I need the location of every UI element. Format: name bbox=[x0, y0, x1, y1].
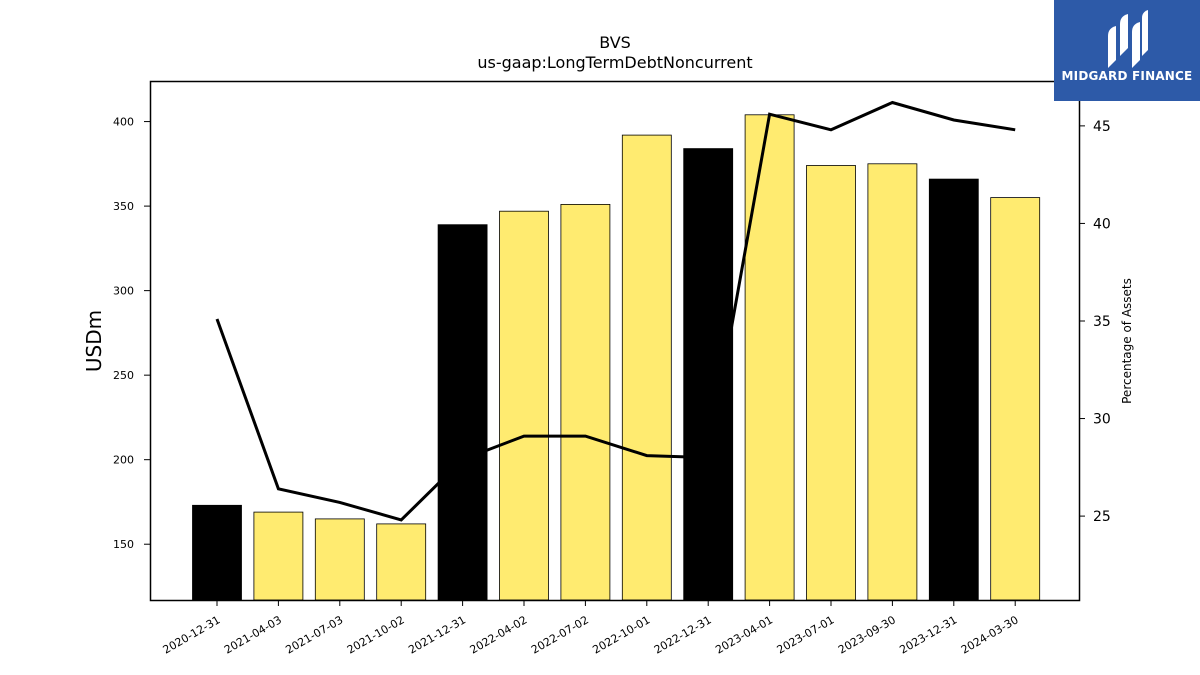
brand-logo: MIDGARD FINANCE bbox=[1054, 0, 1200, 101]
bar-2023-04-01 bbox=[744, 114, 795, 601]
x-tick-label: 2022-12-31 bbox=[652, 613, 714, 656]
y-tick-label: 250 bbox=[113, 369, 134, 382]
x-tick-label: 2022-07-02 bbox=[529, 613, 591, 656]
y-tick-label: 400 bbox=[113, 116, 134, 129]
percentage-line bbox=[215, 100, 1016, 522]
x-tick-label: 2021-12-31 bbox=[406, 613, 468, 656]
chart-subtitle: us-gaap:LongTermDebtNoncurrent bbox=[477, 53, 752, 72]
y2-tick-label: 45 bbox=[1093, 119, 1111, 135]
x-axis: 2020-12-31 2021-04-03 2021-07-03 2021-10-02… bbox=[161, 600, 1021, 657]
x-tick-label: 2022-10-01 bbox=[590, 613, 652, 656]
bar-2022-07-02 bbox=[560, 203, 611, 601]
bar-2023-09-30 bbox=[867, 163, 918, 601]
y-tick-label: 350 bbox=[113, 200, 134, 213]
bar-2020-12-31 bbox=[192, 504, 242, 601]
x-tick-label: 2023-09-30 bbox=[836, 613, 898, 656]
y-tick-label: 150 bbox=[113, 538, 134, 551]
bar-2022-10-01 bbox=[621, 134, 672, 601]
x-tick-label: 2024-03-30 bbox=[959, 613, 1021, 656]
bar-2021-10-02 bbox=[376, 523, 427, 601]
bar-2022-12-31 bbox=[683, 148, 734, 601]
bar-2024-03-30 bbox=[990, 197, 1041, 601]
y-tick-label: 200 bbox=[113, 454, 134, 467]
x-tick-label: 2021-07-03 bbox=[283, 613, 345, 656]
x-tick-label: 2023-07-01 bbox=[775, 613, 837, 656]
bar-group bbox=[192, 114, 1041, 601]
x-tick-label: 2021-10-02 bbox=[345, 613, 407, 656]
y2-tick-label: 25 bbox=[1093, 509, 1111, 525]
x-tick-label: 2023-12-31 bbox=[897, 613, 959, 656]
logo-mark-icon bbox=[1108, 10, 1148, 68]
y2-axis-label: Percentage of Assets bbox=[1120, 278, 1134, 404]
bar-2021-04-03 bbox=[253, 511, 304, 601]
x-tick-label: 2021-04-03 bbox=[222, 613, 284, 656]
bar-2023-07-01 bbox=[806, 165, 856, 601]
y-axis-label: USDm bbox=[82, 310, 106, 372]
x-tick-label: 2023-04-01 bbox=[713, 613, 775, 656]
y2-tick-label: 35 bbox=[1093, 314, 1111, 330]
x-tick-label: 2022-04-02 bbox=[468, 613, 530, 656]
chart-title: BVS bbox=[599, 33, 631, 52]
x-tick-label: 2020-12-31 bbox=[161, 613, 223, 656]
y2-tick-label: 40 bbox=[1093, 216, 1111, 232]
left-axis: 150 200 250 300 350 400 bbox=[113, 116, 150, 551]
line-group bbox=[215, 100, 1016, 522]
bar-2021-07-03 bbox=[314, 518, 365, 601]
brand-name: MIDGARD FINANCE bbox=[1061, 69, 1193, 83]
bar-2022-04-02 bbox=[499, 210, 549, 601]
y2-tick-label: 30 bbox=[1093, 412, 1111, 428]
right-axis: 25 30 35 40 45 bbox=[1079, 119, 1111, 525]
plot-frame bbox=[149, 80, 1081, 602]
bar-2023-12-31 bbox=[928, 178, 979, 601]
y-tick-label: 300 bbox=[113, 285, 134, 298]
bar-2021-12-31 bbox=[437, 224, 488, 601]
